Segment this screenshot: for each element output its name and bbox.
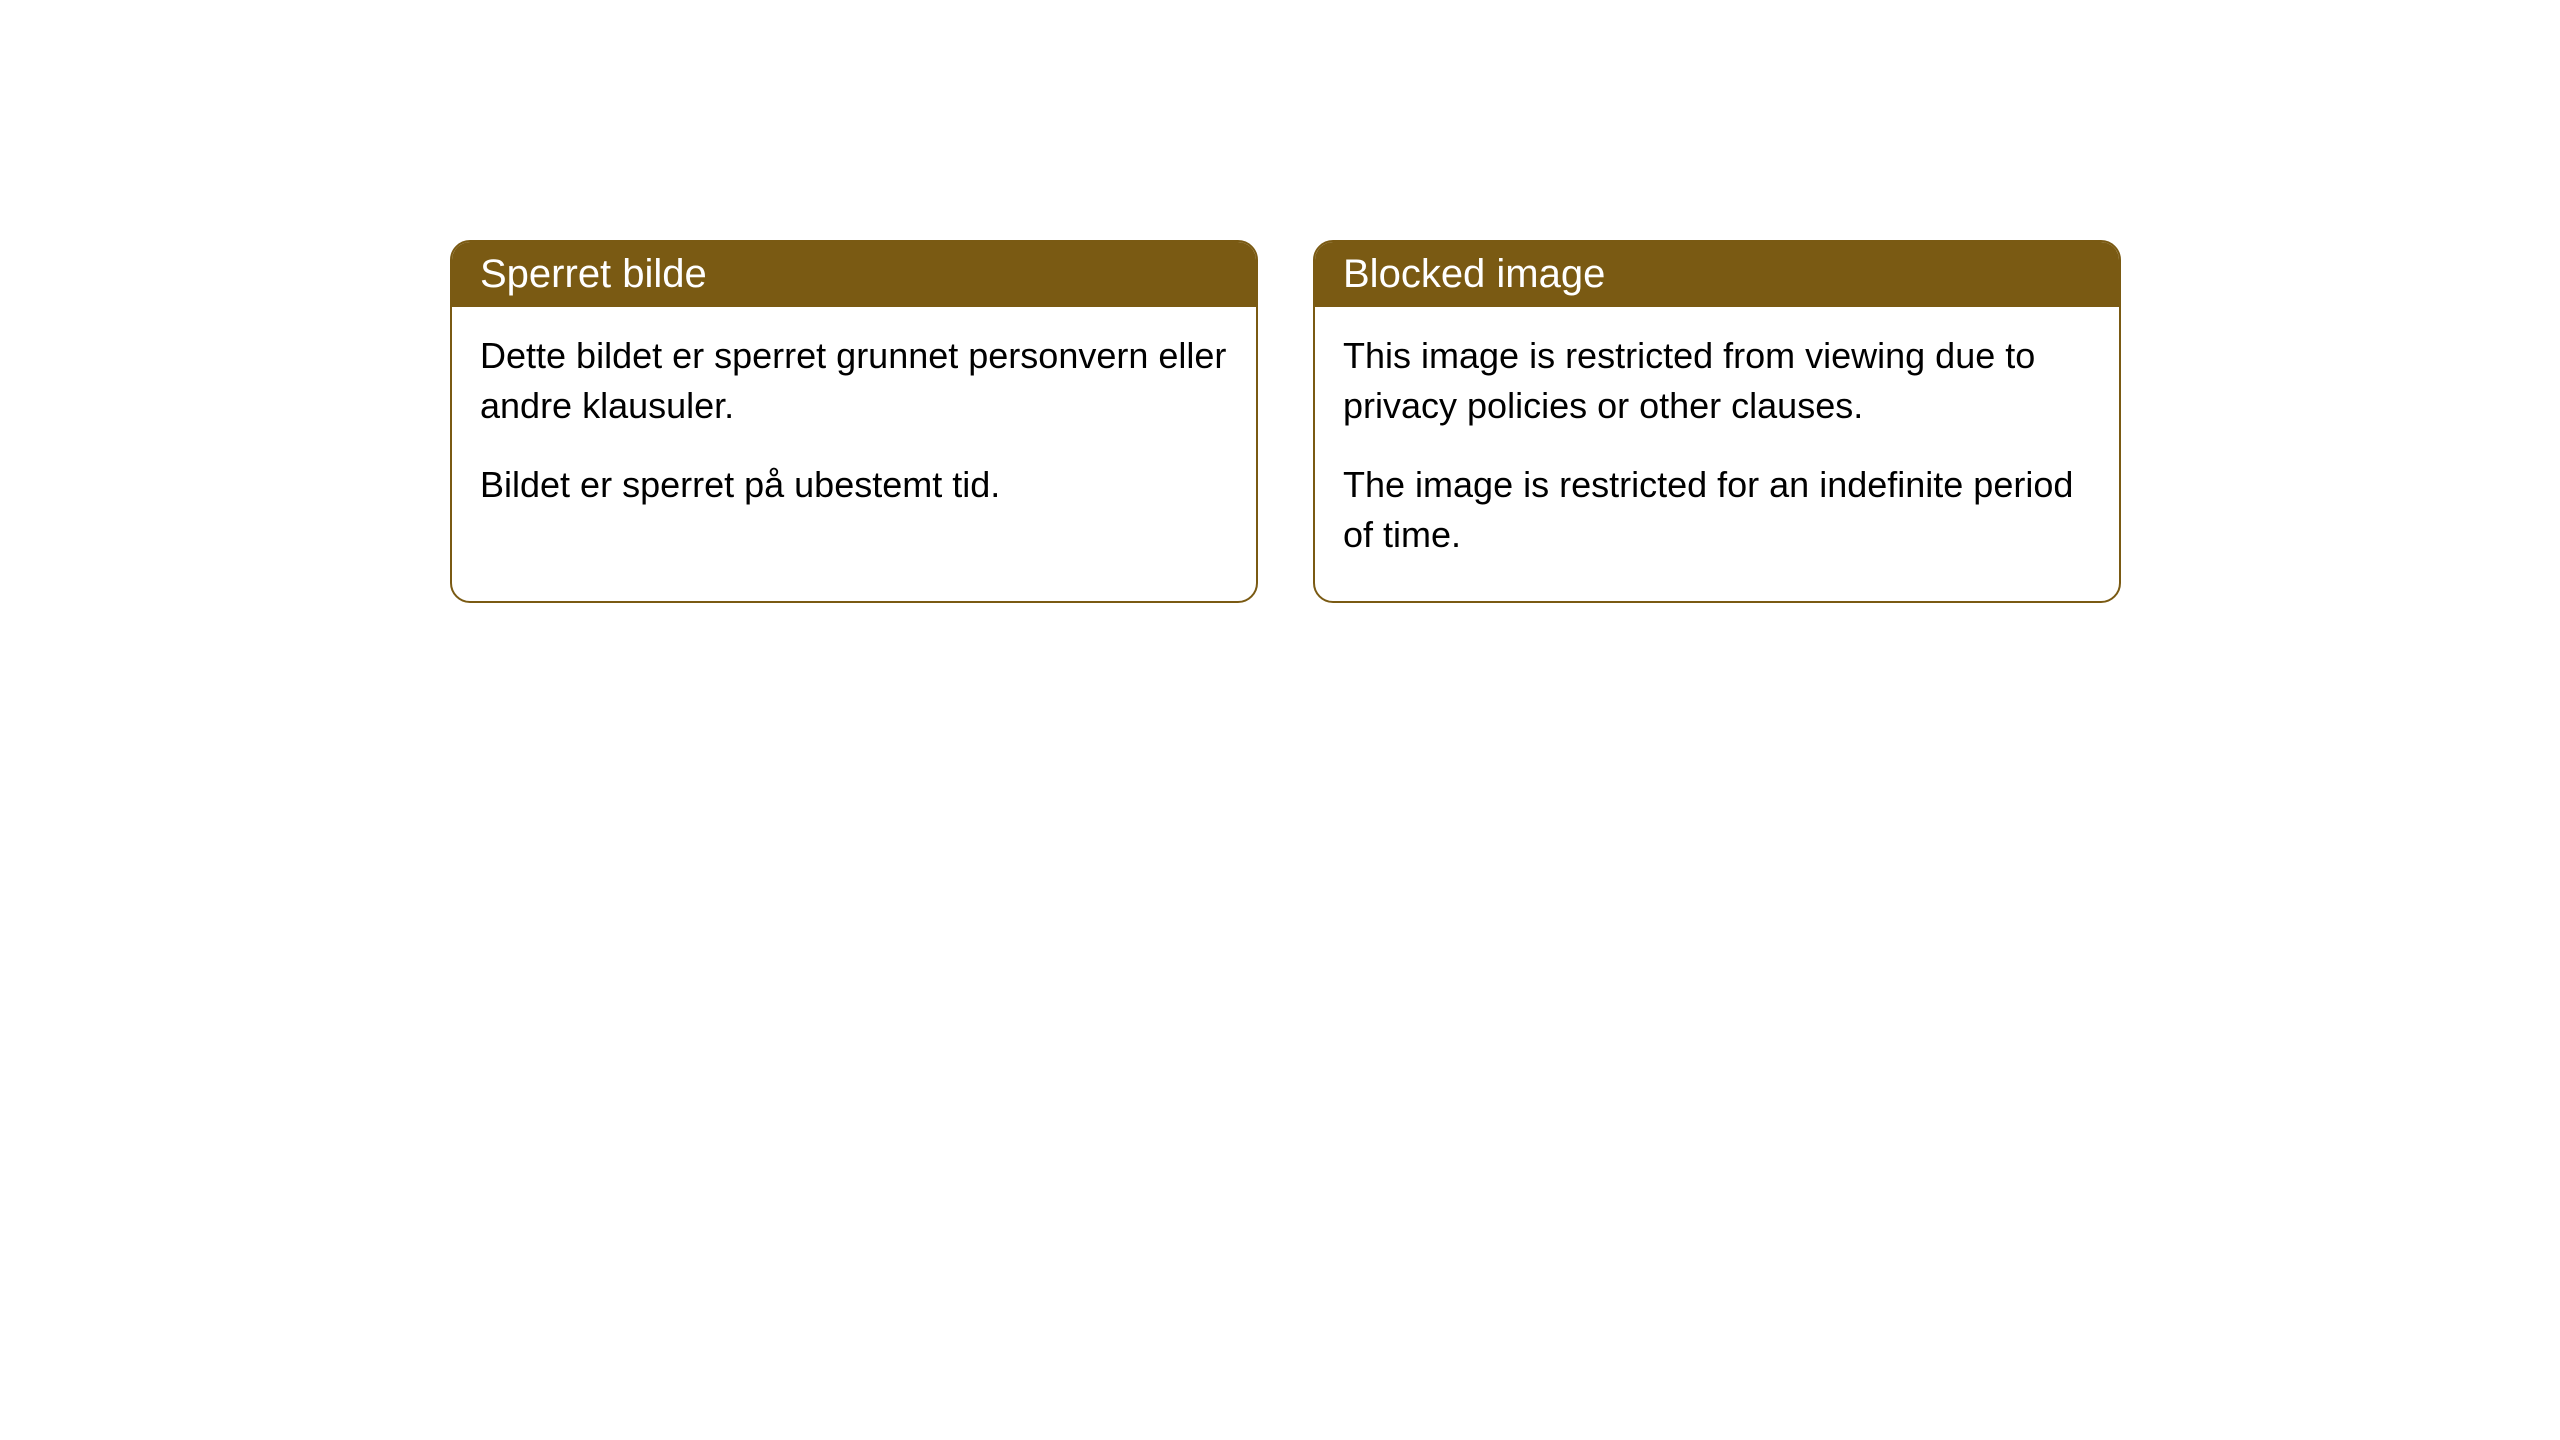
cards-container: Sperret bilde Dette bildet er sperret gr… — [450, 240, 2121, 603]
card-header: Sperret bilde — [452, 242, 1256, 307]
card-title: Blocked image — [1343, 252, 1605, 296]
card-body: This image is restricted from viewing du… — [1315, 307, 2119, 601]
card-header: Blocked image — [1315, 242, 2119, 307]
card-paragraph: Bildet er sperret på ubestemt tid. — [480, 460, 1228, 510]
card-title: Sperret bilde — [480, 252, 707, 296]
card-paragraph: This image is restricted from viewing du… — [1343, 331, 2091, 432]
blocked-image-card-norwegian: Sperret bilde Dette bildet er sperret gr… — [450, 240, 1258, 603]
card-paragraph: Dette bildet er sperret grunnet personve… — [480, 331, 1228, 432]
card-body: Dette bildet er sperret grunnet personve… — [452, 307, 1256, 550]
blocked-image-card-english: Blocked image This image is restricted f… — [1313, 240, 2121, 603]
card-paragraph: The image is restricted for an indefinit… — [1343, 460, 2091, 561]
